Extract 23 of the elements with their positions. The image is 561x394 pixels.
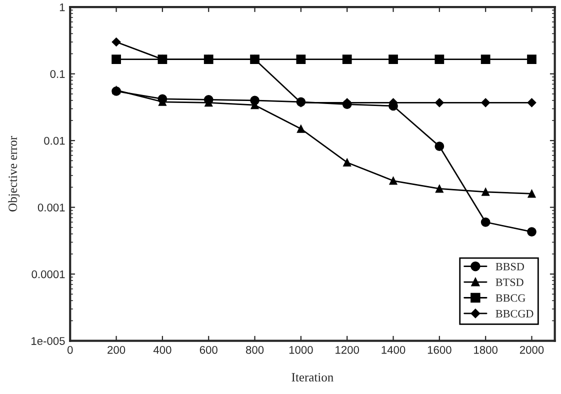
y-tick-label: 0.01 [44, 136, 65, 145]
x-tick-label: 1000 [289, 346, 313, 354]
y-tick-label: 0.001 [38, 204, 65, 212]
x-tick-label: 1200 [336, 346, 360, 354]
legend-label: BBSD [496, 262, 524, 270]
legend-label: BTSD [496, 278, 524, 286]
x-tick-label: 1600 [428, 346, 452, 354]
y-tick-label: 0.1 [50, 70, 65, 78]
y-tick-label: 1 [60, 3, 65, 12]
x-axis-title: Iteration [292, 373, 334, 382]
legend-label: BBCG [496, 294, 526, 302]
x-tick-label: 200 [108, 346, 126, 354]
x-tick-label: 1800 [474, 346, 498, 354]
y-axis-title: Objective error [8, 136, 20, 212]
x-tick-label: 2000 [520, 346, 544, 354]
y-tick-label: 1e-005 [32, 337, 65, 345]
legend-label: BBCGD [496, 310, 534, 318]
x-tick-label: 0 [67, 346, 73, 354]
x-tick-label: 800 [246, 346, 264, 354]
x-tick-label: 1400 [382, 346, 406, 354]
y-tick-label: 0.0001 [32, 270, 65, 278]
x-tick-label: 600 [200, 346, 218, 354]
x-tick-label: 400 [153, 346, 172, 354]
